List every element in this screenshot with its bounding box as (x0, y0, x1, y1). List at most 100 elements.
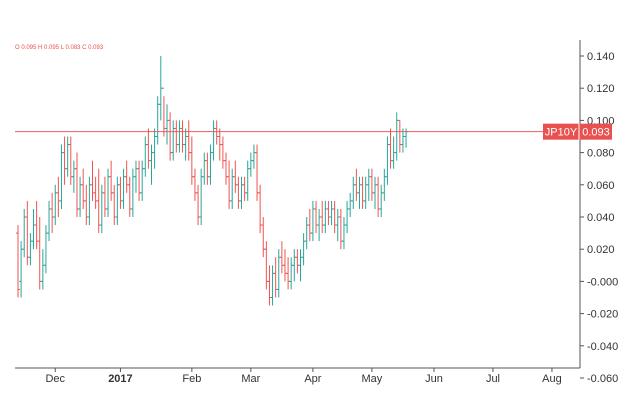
ohlc-bar (376, 176, 381, 217)
ohlc-bar (146, 128, 151, 169)
ohlc-bar (335, 208, 340, 242)
x-tick-label: Jun (425, 373, 443, 385)
ohlc-bar (208, 144, 213, 185)
ohlc-bar (106, 168, 111, 217)
ohlc-bar (338, 208, 343, 250)
bars-layer (16, 56, 409, 306)
ohlc-bar (74, 152, 79, 217)
ohlc-bar (90, 160, 95, 201)
current-price-tag: JP10Y 0.093 (543, 123, 612, 140)
ohlc-bar (242, 176, 247, 201)
ohlc-bar (397, 119, 402, 153)
ohlc-bar (177, 120, 182, 153)
ohlc-bar (298, 249, 303, 282)
ohlc-bar (357, 176, 362, 209)
ohlc-bar (295, 249, 300, 274)
ohlc-bar (301, 233, 306, 266)
ohlc-bar (186, 120, 191, 161)
ohlc-bar (137, 160, 142, 201)
ohlc-bar (245, 160, 250, 201)
ohlc-bar (25, 200, 30, 266)
ohlc-bar (214, 120, 219, 145)
ohlc-bar (211, 120, 216, 161)
ohlc-bar (65, 136, 70, 177)
ohlc-bar (161, 87, 166, 137)
ohlc-bar (282, 249, 287, 282)
ohlc-bar (34, 200, 39, 250)
ohlc-bar (71, 160, 76, 193)
ohlc-readout: O 0.095 H 0.095 L 0.083 C 0.093 (15, 45, 104, 51)
ohlc-bar (329, 200, 334, 226)
ohlc-bar (258, 184, 263, 234)
ohlc-bar (341, 217, 346, 250)
ohlc-bar (279, 241, 284, 274)
ohlc-bar (248, 152, 253, 177)
y-tick-label: -0.040 (587, 341, 618, 353)
y-tick-label: -0.020 (587, 309, 618, 321)
ohlc-bar (385, 136, 390, 185)
ohlc-bar (93, 176, 98, 209)
ohlc-bar (28, 233, 33, 266)
x-tick-label: Dec (45, 373, 65, 385)
y-tick-label: 0.120 (587, 83, 615, 95)
ohlc-bar (323, 200, 328, 234)
ohlc-bar (115, 176, 120, 226)
ohlc-bar (332, 200, 337, 234)
ohlc-bar (22, 208, 27, 258)
ohlc-bar (202, 152, 207, 185)
ohlc-bar (264, 241, 269, 290)
ohlc-bar (326, 200, 331, 226)
ohlc-bar (261, 217, 266, 258)
y-tick-label: 0.140 (587, 51, 615, 63)
ohlc-bar (109, 160, 114, 201)
ohlc-bar (118, 176, 123, 209)
ohlc-bar (47, 200, 52, 242)
ohlc-bar (59, 144, 64, 209)
ohlc-bar (121, 168, 126, 209)
ohlc-bar (317, 208, 322, 242)
ohlc-bar (155, 96, 160, 145)
ohlc-bar (56, 176, 61, 217)
ohlc-bar (68, 136, 73, 185)
ohlc-bar (43, 225, 48, 274)
ohlc-bar (37, 217, 42, 290)
ohlc-bar (143, 136, 148, 177)
y-ticks: -0.060 -0.040 -0.020 -0.000 0.020 0.040 0.060 0… (580, 51, 618, 385)
price-tag-symbol: JP10Y (545, 127, 578, 139)
ohlc-bar (227, 160, 232, 209)
x-tick-label: Apr (304, 373, 321, 385)
x-ticks: Dec 2017 Feb Mar Apr May Jun Jul Aug (45, 368, 562, 385)
ohlc-bar (270, 265, 275, 306)
ohlc-bar (379, 184, 384, 217)
ohlc-bar (84, 184, 89, 226)
ohlc-bar (382, 168, 387, 201)
ohlc-bar (363, 176, 368, 209)
axis-layer (15, 40, 581, 369)
ohlc-bar (78, 176, 83, 217)
ohlc-bar (354, 168, 359, 201)
ohlc-bar (388, 128, 393, 169)
ohlc-bar (307, 208, 312, 242)
x-tick-label: Jul (486, 373, 500, 385)
ohlc-bar (251, 144, 256, 169)
ohlc-bar (133, 160, 138, 193)
ohlc-bar (366, 168, 371, 201)
ohlc-bar (314, 200, 319, 234)
x-tick-label: Aug (542, 373, 562, 385)
ohlc-bar (127, 176, 132, 217)
ohlc-bar (351, 176, 356, 209)
y-tick-label: 0.040 (587, 212, 615, 224)
ohlc-bar (168, 112, 173, 161)
ohlc-bar (373, 176, 378, 209)
y-tick-label: -0.000 (587, 276, 618, 288)
ohlc-bar (87, 176, 92, 226)
ohlc-bar (273, 257, 278, 298)
ohlc-bar (345, 200, 350, 234)
ohlc-bar (239, 176, 244, 209)
ohlc-bar (96, 168, 101, 234)
ohlc-bar (112, 184, 117, 226)
x-tick-label: Mar (241, 373, 260, 385)
ohlc-bar (369, 168, 374, 201)
